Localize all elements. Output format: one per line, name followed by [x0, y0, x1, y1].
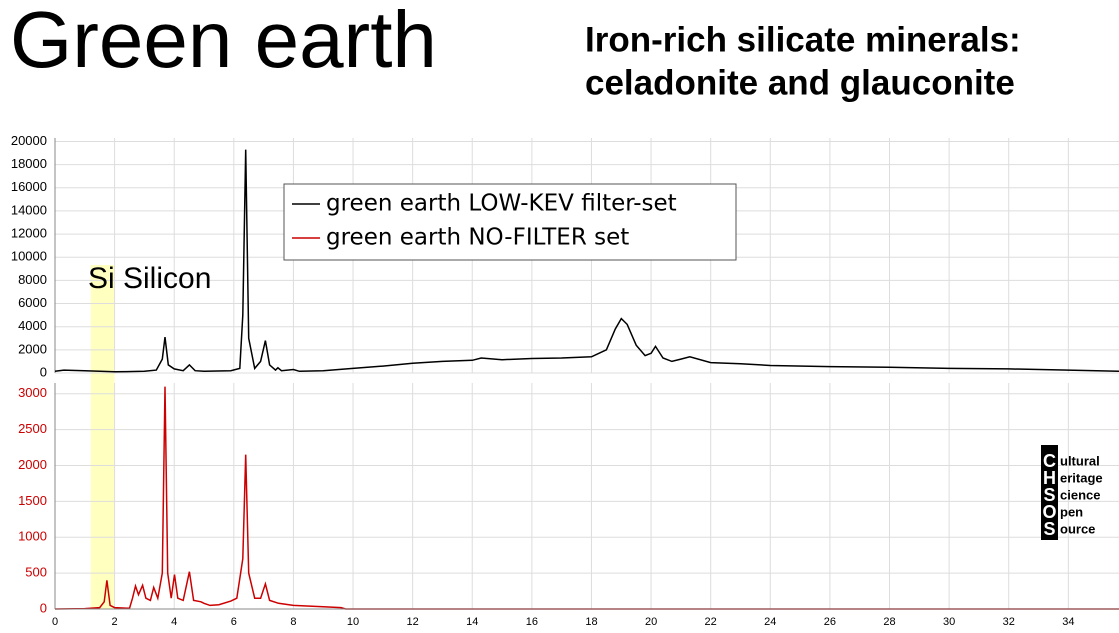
y-tick-label: 18000: [11, 156, 47, 171]
logo-letter: S: [1043, 485, 1055, 505]
highlight-band: [90, 265, 115, 609]
legend-label: green earth NO-FILTER set: [326, 225, 629, 251]
y-tick-label: 0: [40, 600, 47, 615]
logo-word: ource: [1060, 521, 1095, 536]
logo-word: cience: [1060, 487, 1100, 502]
y-tick-label: 2000: [18, 341, 47, 356]
y-tick-label: 6000: [18, 295, 47, 310]
x-tick-label: 24: [764, 616, 776, 628]
x-tick-label: 18: [585, 616, 597, 628]
y-tick-label: 2000: [18, 457, 47, 472]
y-tick-label: 1000: [18, 529, 47, 544]
x-tick-label: 30: [943, 616, 955, 628]
x-tick-label: 22: [705, 616, 717, 628]
x-tick-label: 4: [171, 616, 177, 628]
y-tick-label: 3000: [18, 385, 47, 400]
legend-label: green earth LOW-KEV filter-set: [326, 191, 677, 217]
series-line: [54, 386, 1119, 610]
y-tick-label: 14000: [11, 202, 47, 217]
highlight-label: Si Silicon: [88, 262, 211, 295]
y-tick-label: 12000: [11, 226, 47, 241]
x-tick-label: 2: [112, 616, 118, 628]
subtitle: celadonite and glauconite: [585, 63, 1015, 102]
x-tick-label: 12: [407, 616, 419, 628]
series-line: [54, 149, 1119, 373]
subtitle: Iron-rich silicate minerals:: [585, 20, 1021, 59]
x-tick-label: 8: [290, 616, 296, 628]
logo-letter: S: [1043, 519, 1055, 539]
y-tick-label: 16000: [11, 179, 47, 194]
logo-letter: C: [1043, 451, 1056, 471]
x-tick-label: 32: [1003, 616, 1015, 628]
x-tick-label: 28: [883, 616, 895, 628]
x-tick-label: 0: [52, 616, 58, 628]
y-tick-label: 20000: [11, 133, 47, 148]
y-tick-label: 4000: [18, 318, 47, 333]
logo-word: eritage: [1060, 470, 1103, 485]
x-tick-label: 20: [645, 616, 657, 628]
y-tick-label: 1500: [18, 493, 47, 508]
x-tick-label: 16: [526, 616, 538, 628]
y-tick-label: 2500: [18, 421, 47, 436]
logo-word: ultural: [1060, 453, 1100, 468]
x-tick-label: 6: [231, 616, 237, 628]
logo-letter: O: [1042, 502, 1056, 522]
y-tick-label: 10000: [11, 249, 47, 264]
x-tick-label: 10: [347, 616, 359, 628]
x-tick-label: 34: [1062, 616, 1074, 628]
y-tick-label: 500: [25, 565, 47, 580]
title: Green earth: [10, 0, 437, 84]
legend-box: [283, 183, 737, 261]
y-tick-label: 8000: [18, 272, 47, 287]
logo-bar: [1041, 445, 1058, 540]
logo-letter: H: [1043, 468, 1056, 488]
x-tick-label: 26: [824, 616, 836, 628]
y-tick-label: 0: [40, 364, 47, 379]
logo-word: pen: [1060, 504, 1083, 519]
x-tick-label: 14: [466, 616, 478, 628]
